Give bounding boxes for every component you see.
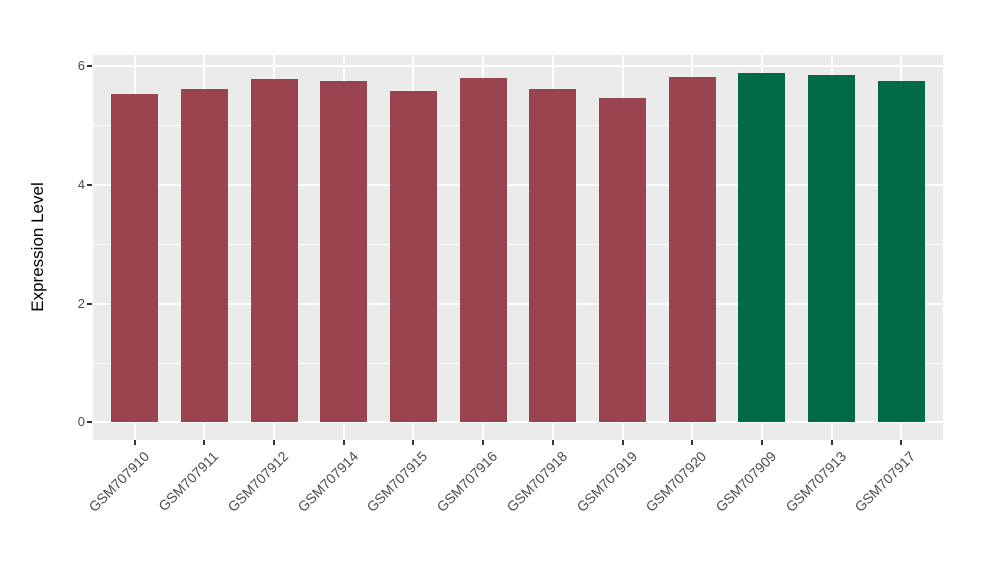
x-tick-mark <box>342 440 345 445</box>
x-tick-mark <box>900 440 903 445</box>
bar-GSM707919 <box>599 97 646 423</box>
bar-GSM707917 <box>877 81 925 423</box>
bar-GSM707911 <box>180 88 228 423</box>
x-tick-mark <box>830 440 833 445</box>
x-tick-label-GSM707913: GSM707913 <box>781 448 849 515</box>
x-tick-mark <box>551 440 554 445</box>
x-tick-mark <box>621 440 624 445</box>
plot-panel <box>93 55 943 440</box>
x-tick-mark <box>691 440 694 445</box>
gridline-major <box>93 184 943 186</box>
x-tick-label-GSM707915: GSM707915 <box>363 448 431 515</box>
x-tick-label-GSM707917: GSM707917 <box>851 448 919 515</box>
bar-GSM707913 <box>808 75 856 423</box>
x-tick-label-GSM707912: GSM707912 <box>224 448 292 515</box>
gridline-major <box>93 302 943 305</box>
x-tick-label-GSM707914: GSM707914 <box>294 448 362 515</box>
y-tick-mark <box>87 421 92 424</box>
y-axis-title: Expression Level <box>28 182 47 312</box>
y-tick-label: 6 <box>77 58 85 74</box>
bar-GSM707918 <box>529 89 577 423</box>
x-tick-mark <box>760 440 763 445</box>
y-tick-mark <box>87 65 92 68</box>
bar-GSM707914 <box>320 80 368 423</box>
x-tick-label-GSM707911: GSM707911 <box>155 448 222 515</box>
x-tick-mark <box>482 440 485 445</box>
gridline-minor <box>93 125 943 127</box>
x-tick-mark <box>203 440 206 445</box>
y-tick-mark <box>87 302 92 305</box>
x-tick-label-GSM707918: GSM707918 <box>503 448 571 515</box>
gridline-minor <box>93 362 943 364</box>
bar-GSM707915 <box>389 90 437 423</box>
gridline-major <box>93 421 943 424</box>
x-tick-mark <box>133 440 136 445</box>
x-tick-label-GSM707920: GSM707920 <box>642 448 710 515</box>
bar-GSM707910 <box>111 94 159 423</box>
gridline-minor <box>93 243 943 245</box>
x-tick-label-GSM707919: GSM707919 <box>572 448 640 515</box>
y-tick-label: 4 <box>77 177 85 192</box>
x-tick-mark <box>412 440 415 445</box>
x-tick-label-GSM707916: GSM707916 <box>433 448 501 515</box>
bar-GSM707916 <box>459 78 507 423</box>
bar-GSM707912 <box>250 78 298 423</box>
y-tick-label: 2 <box>77 295 85 311</box>
x-tick-mark <box>273 440 276 445</box>
x-tick-label-GSM707910: GSM707910 <box>85 448 153 515</box>
bar-GSM707920 <box>668 76 716 423</box>
y-tick-mark <box>87 184 92 186</box>
bar-GSM707909 <box>738 73 786 423</box>
y-tick-label: 0 <box>77 414 85 430</box>
x-tick-label-GSM707909: GSM707909 <box>712 448 780 515</box>
gridline-major <box>93 65 943 68</box>
